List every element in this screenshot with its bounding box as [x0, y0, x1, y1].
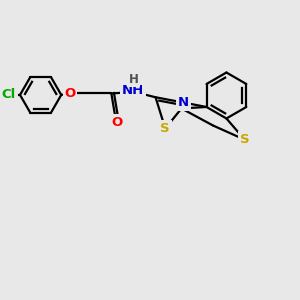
Text: S: S: [160, 122, 170, 135]
Text: Cl: Cl: [2, 88, 16, 101]
Text: O: O: [64, 87, 76, 100]
Text: NH: NH: [122, 84, 144, 97]
Text: H: H: [129, 73, 139, 86]
Text: N: N: [178, 96, 189, 109]
Text: S: S: [240, 133, 250, 146]
Text: O: O: [112, 116, 123, 128]
